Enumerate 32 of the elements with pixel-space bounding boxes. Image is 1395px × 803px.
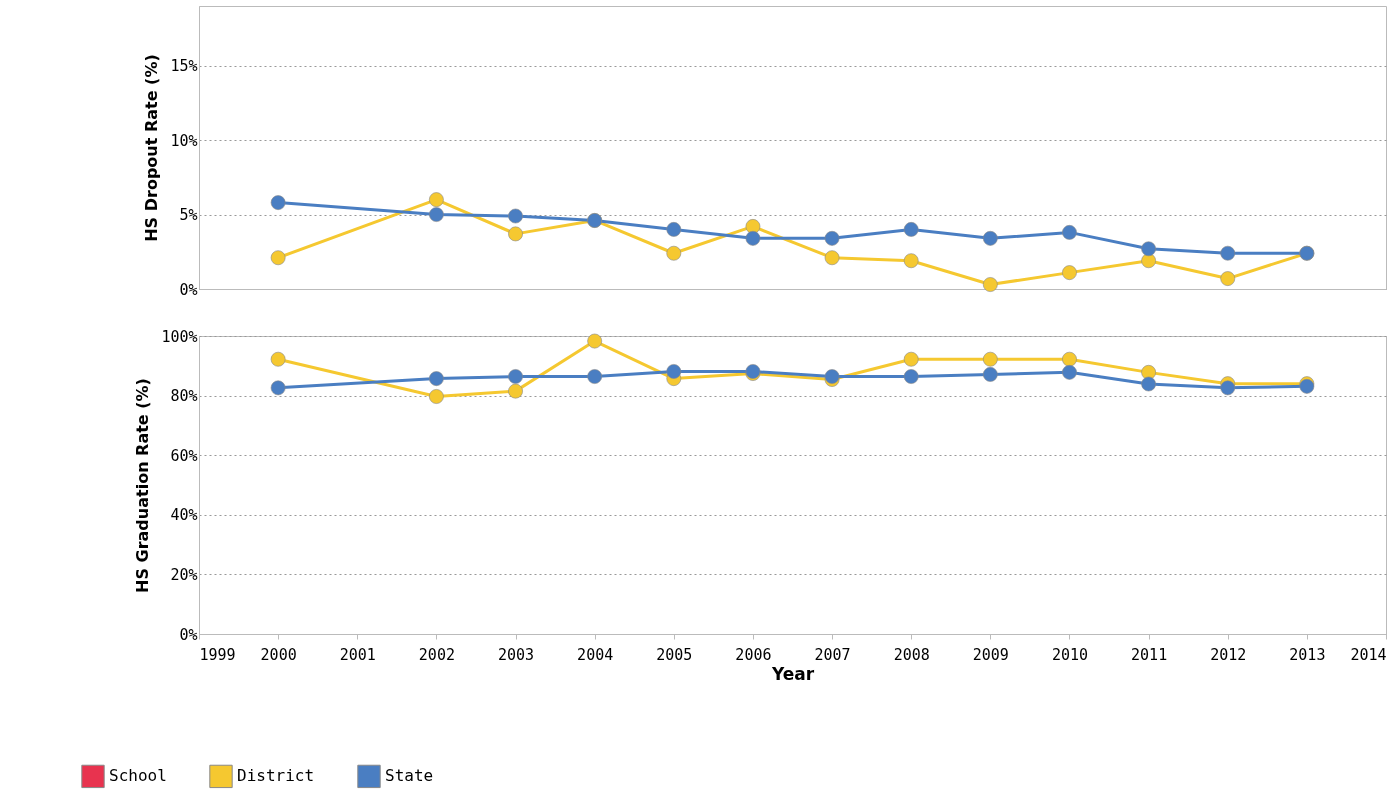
- x-tick-label: 2001: [339, 645, 376, 664]
- x-tick-label: 2008: [893, 645, 930, 664]
- x-tick-label: 2004: [577, 645, 614, 664]
- y-tick-label: 60%: [170, 446, 198, 465]
- y-tick-label: 40%: [170, 506, 198, 525]
- y-tick-label: 5%: [179, 206, 198, 225]
- y-tick-label: 20%: [170, 565, 198, 584]
- legend-label: School: [109, 766, 167, 786]
- y-tick-label: 100%: [161, 327, 198, 346]
- x-tick-label: 2007: [814, 645, 851, 664]
- y-tick-label: 15%: [170, 57, 198, 76]
- x-tick-label: 2013: [1289, 645, 1326, 664]
- x-tick-label: 1999: [199, 645, 236, 664]
- x-tick-label: 2011: [1131, 645, 1168, 664]
- y-tick-label: 0%: [179, 625, 198, 644]
- x-tick-label: 2012: [1210, 645, 1247, 664]
- y-axis-title: HS Graduation Rate (%): [133, 378, 153, 593]
- legend-label: District: [237, 766, 315, 786]
- x-tick-label: 2000: [260, 645, 297, 664]
- x-tick-label: 2005: [656, 645, 693, 664]
- x-tick-label: 2009: [972, 645, 1009, 664]
- x-tick-label: 2003: [497, 645, 535, 664]
- y-tick-label: 10%: [170, 131, 198, 150]
- y-axis-title: HS Dropout Rate (%): [142, 54, 162, 242]
- x-tick-label: 2014: [1350, 645, 1387, 664]
- x-axis-title: Year: [770, 663, 815, 684]
- legend-label: State: [385, 766, 434, 786]
- y-tick-label: 80%: [170, 387, 198, 406]
- x-tick-label: 2006: [735, 645, 772, 664]
- x-tick-label: 2010: [1051, 645, 1089, 664]
- y-tick-label: 0%: [179, 280, 198, 299]
- x-tick-label: 2002: [418, 645, 455, 664]
